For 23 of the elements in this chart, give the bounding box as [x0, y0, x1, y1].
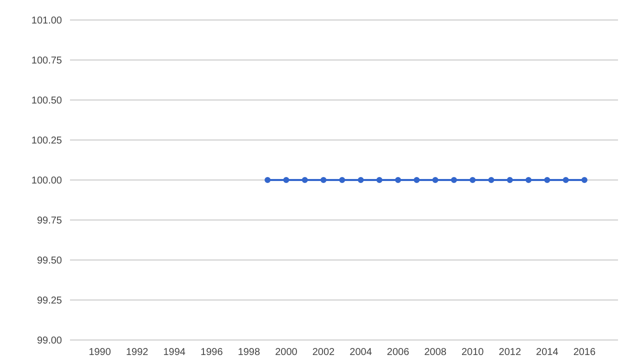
x-tick-label: 2016	[573, 347, 596, 358]
y-tick-label: 100.25	[31, 136, 62, 147]
y-tick-label: 99.50	[36, 256, 62, 267]
x-tick-label: 2004	[350, 347, 372, 358]
x-tick-label: 2006	[386, 347, 410, 358]
y-tick-label: 101.00	[31, 16, 62, 27]
y-tick-label: 100.00	[31, 176, 62, 187]
y-tick-label: 100.50	[31, 96, 62, 107]
x-tick-label: 2008	[424, 347, 447, 358]
y-tick-label: 99.25	[36, 296, 62, 307]
x-tick-label: 1994	[163, 347, 186, 358]
x-tick-label: 1992	[126, 347, 149, 358]
x-tick-label: 2010	[461, 347, 484, 358]
x-tick-label: 2000	[275, 347, 298, 358]
x-tick-label: 2002	[312, 347, 336, 358]
x-tick-label: 1996	[200, 347, 224, 358]
y-tick-label: 99.75	[36, 216, 62, 227]
y-tick-label: 100.75	[31, 56, 62, 67]
x-tick-label: 1990	[88, 347, 112, 358]
x-tick-label: 2014	[536, 347, 559, 358]
x-tick-label: 1998	[238, 347, 260, 358]
y-tick-label: 99.00	[36, 336, 62, 347]
x-tick-label: 2012	[498, 347, 522, 358]
